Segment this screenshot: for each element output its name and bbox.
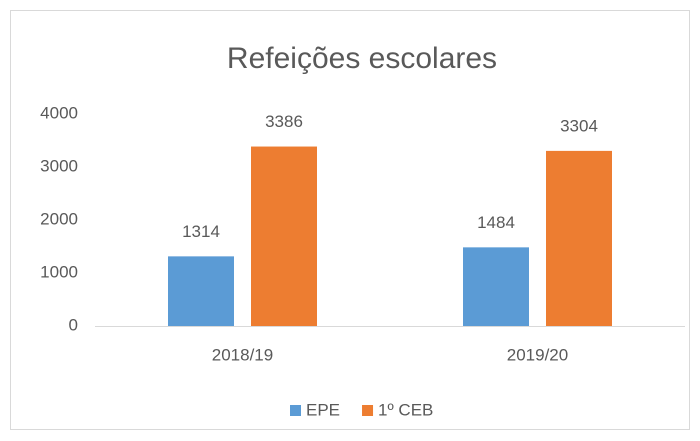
chart-title: Refeições escolares — [227, 42, 497, 75]
bar — [546, 150, 612, 326]
y-tick-label: 2000 — [40, 209, 78, 228]
data-label: 3386 — [265, 112, 303, 131]
y-tick-label: 0 — [69, 315, 78, 334]
legend-swatch — [290, 405, 301, 416]
legend-swatch — [362, 405, 374, 416]
data-label: 3304 — [560, 116, 598, 135]
x-tick-label: 2018/19 — [212, 345, 273, 364]
bar — [463, 247, 529, 326]
legend-label: 1º CEB — [378, 400, 433, 419]
bar — [251, 146, 317, 326]
x-tick-label: 2019/20 — [507, 345, 568, 364]
y-tick-label: 3000 — [40, 156, 78, 175]
y-tick-label: 4000 — [40, 103, 78, 122]
data-label: 1314 — [182, 222, 220, 241]
legend-label: EPE — [306, 400, 340, 419]
y-tick-label: 1000 — [40, 262, 78, 281]
data-label: 1484 — [477, 213, 515, 232]
bar — [168, 256, 234, 326]
